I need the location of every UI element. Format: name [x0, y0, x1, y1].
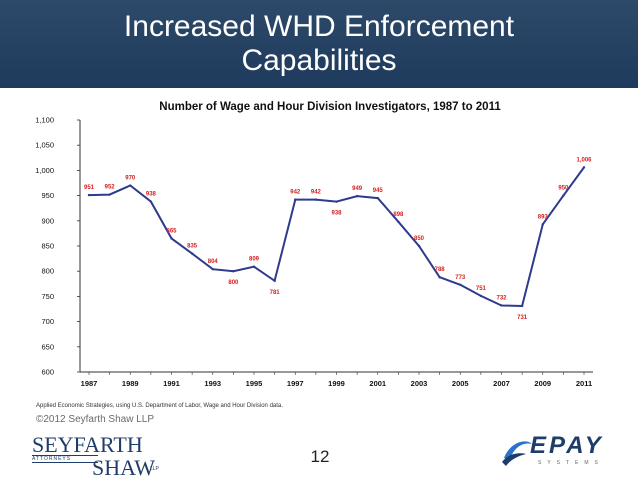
- epay-swoosh-icon: [502, 441, 532, 466]
- x-tick-label: 1995: [246, 379, 263, 388]
- data-point: [582, 166, 586, 169]
- source-note: Applied Economic Strategies, using U.S. …: [36, 403, 283, 409]
- data-label: 949: [352, 186, 363, 192]
- data-point: [273, 279, 276, 282]
- epay-logo-sub: SYSTEMS: [538, 460, 604, 466]
- data-label: 773: [455, 275, 466, 281]
- data-point: [149, 200, 153, 203]
- data-label: 951: [84, 185, 95, 191]
- data-point: [190, 252, 194, 255]
- chart-area: Number of Wage and Hour Division Investi…: [0, 88, 638, 405]
- y-tick-label: 650: [41, 342, 54, 351]
- data-point: [541, 223, 544, 226]
- data-point: [500, 304, 503, 307]
- copyright-text: ©2012 Seyfarth Shaw LLP: [36, 414, 154, 425]
- x-tick-label: 2001: [369, 379, 386, 388]
- data-point: [479, 294, 483, 298]
- y-tick-label: 1,050: [35, 141, 54, 150]
- data-label: 788: [435, 267, 446, 273]
- data-point: [335, 200, 338, 203]
- x-tick-label: 1991: [163, 379, 180, 388]
- x-tick-label: 2009: [534, 379, 551, 388]
- data-label: 809: [249, 257, 260, 263]
- y-tick-label: 1,000: [35, 166, 54, 175]
- data-label: 800: [228, 280, 239, 286]
- data-label: 835: [187, 244, 198, 250]
- x-tick-label: 1999: [328, 379, 345, 388]
- seyfarth-logo-bottom: SHAW: [92, 455, 156, 480]
- data-point: [252, 265, 256, 268]
- x-tick-label: 1993: [204, 379, 221, 388]
- data-label: 893: [538, 214, 549, 220]
- y-tick-label: 600: [41, 368, 54, 377]
- data-label: 804: [208, 259, 219, 265]
- data-label: 942: [290, 190, 301, 196]
- epay-logo-word: EPAY: [530, 432, 604, 459]
- data-point: [459, 283, 462, 287]
- data-label: 950: [558, 186, 569, 192]
- data-point: [294, 198, 297, 201]
- data-point: [397, 220, 400, 224]
- x-tick-label: 2007: [493, 379, 510, 388]
- data-label: 942: [311, 190, 322, 196]
- page-number: 12: [310, 447, 330, 466]
- data-label: 945: [373, 188, 384, 194]
- x-tick-label: 1997: [287, 379, 304, 388]
- x-tick-label: 2005: [452, 379, 469, 388]
- data-label: 731: [517, 315, 528, 321]
- data-point: [438, 276, 441, 279]
- title-bar: Increased WHD Enforcement Capabilities: [0, 0, 638, 88]
- seyfarth-shaw-logo: SEYFARTH ATTORNEYS SHAW LLP: [32, 432, 172, 480]
- data-label: 865: [166, 228, 177, 234]
- y-tick-label: 750: [41, 292, 54, 301]
- data-point: [376, 196, 379, 200]
- data-point: [520, 304, 524, 308]
- seyfarth-logo-llp: LLP: [150, 466, 159, 472]
- investigators-series-line: [88, 166, 585, 308]
- data-point: [355, 194, 359, 198]
- data-point: [108, 193, 111, 196]
- x-tick-label: 2003: [411, 379, 428, 388]
- data-label: 952: [105, 185, 116, 191]
- y-tick-label: 700: [41, 317, 54, 326]
- data-label: 781: [270, 290, 281, 296]
- data-point: [562, 194, 565, 197]
- slide-title-line-1: Increased WHD Enforcement: [123, 10, 515, 43]
- data-point: [232, 270, 235, 273]
- investigators-line-chart: Number of Wage and Hour Division Investi…: [35, 101, 593, 388]
- chart-title: Number of Wage and Hour Division Investi…: [159, 101, 501, 113]
- data-label: 938: [146, 192, 157, 198]
- y-tick-label: 850: [41, 242, 54, 251]
- data-label: 850: [414, 236, 425, 242]
- slide-title-line-2: Capabilities: [241, 44, 397, 77]
- data-point: [129, 184, 132, 187]
- seyfarth-logo-top: SEYFARTH: [32, 432, 143, 457]
- y-tick-label: 950: [41, 191, 54, 200]
- y-tick-label: 1,100: [35, 116, 54, 125]
- data-label: 938: [331, 211, 342, 217]
- seyfarth-logo-sub: ATTORNEYS: [32, 455, 98, 463]
- data-point: [211, 267, 214, 271]
- x-tick-label: 2011: [576, 379, 592, 388]
- epay-logo: EPAY SYSTEMS: [500, 430, 620, 470]
- x-tick-label: 1989: [122, 379, 139, 388]
- data-label: 732: [496, 295, 507, 301]
- data-point: [170, 237, 173, 240]
- data-point: [417, 244, 421, 248]
- data-point: [314, 198, 318, 201]
- data-label: 751: [476, 286, 487, 292]
- data-label: 970: [125, 176, 136, 182]
- data-point: [87, 193, 91, 197]
- x-tick-label: 1987: [81, 379, 98, 388]
- y-tick-label: 900: [41, 216, 54, 225]
- data-label: 898: [393, 212, 404, 218]
- data-label: 1,006: [576, 157, 592, 163]
- y-tick-label: 800: [41, 267, 54, 276]
